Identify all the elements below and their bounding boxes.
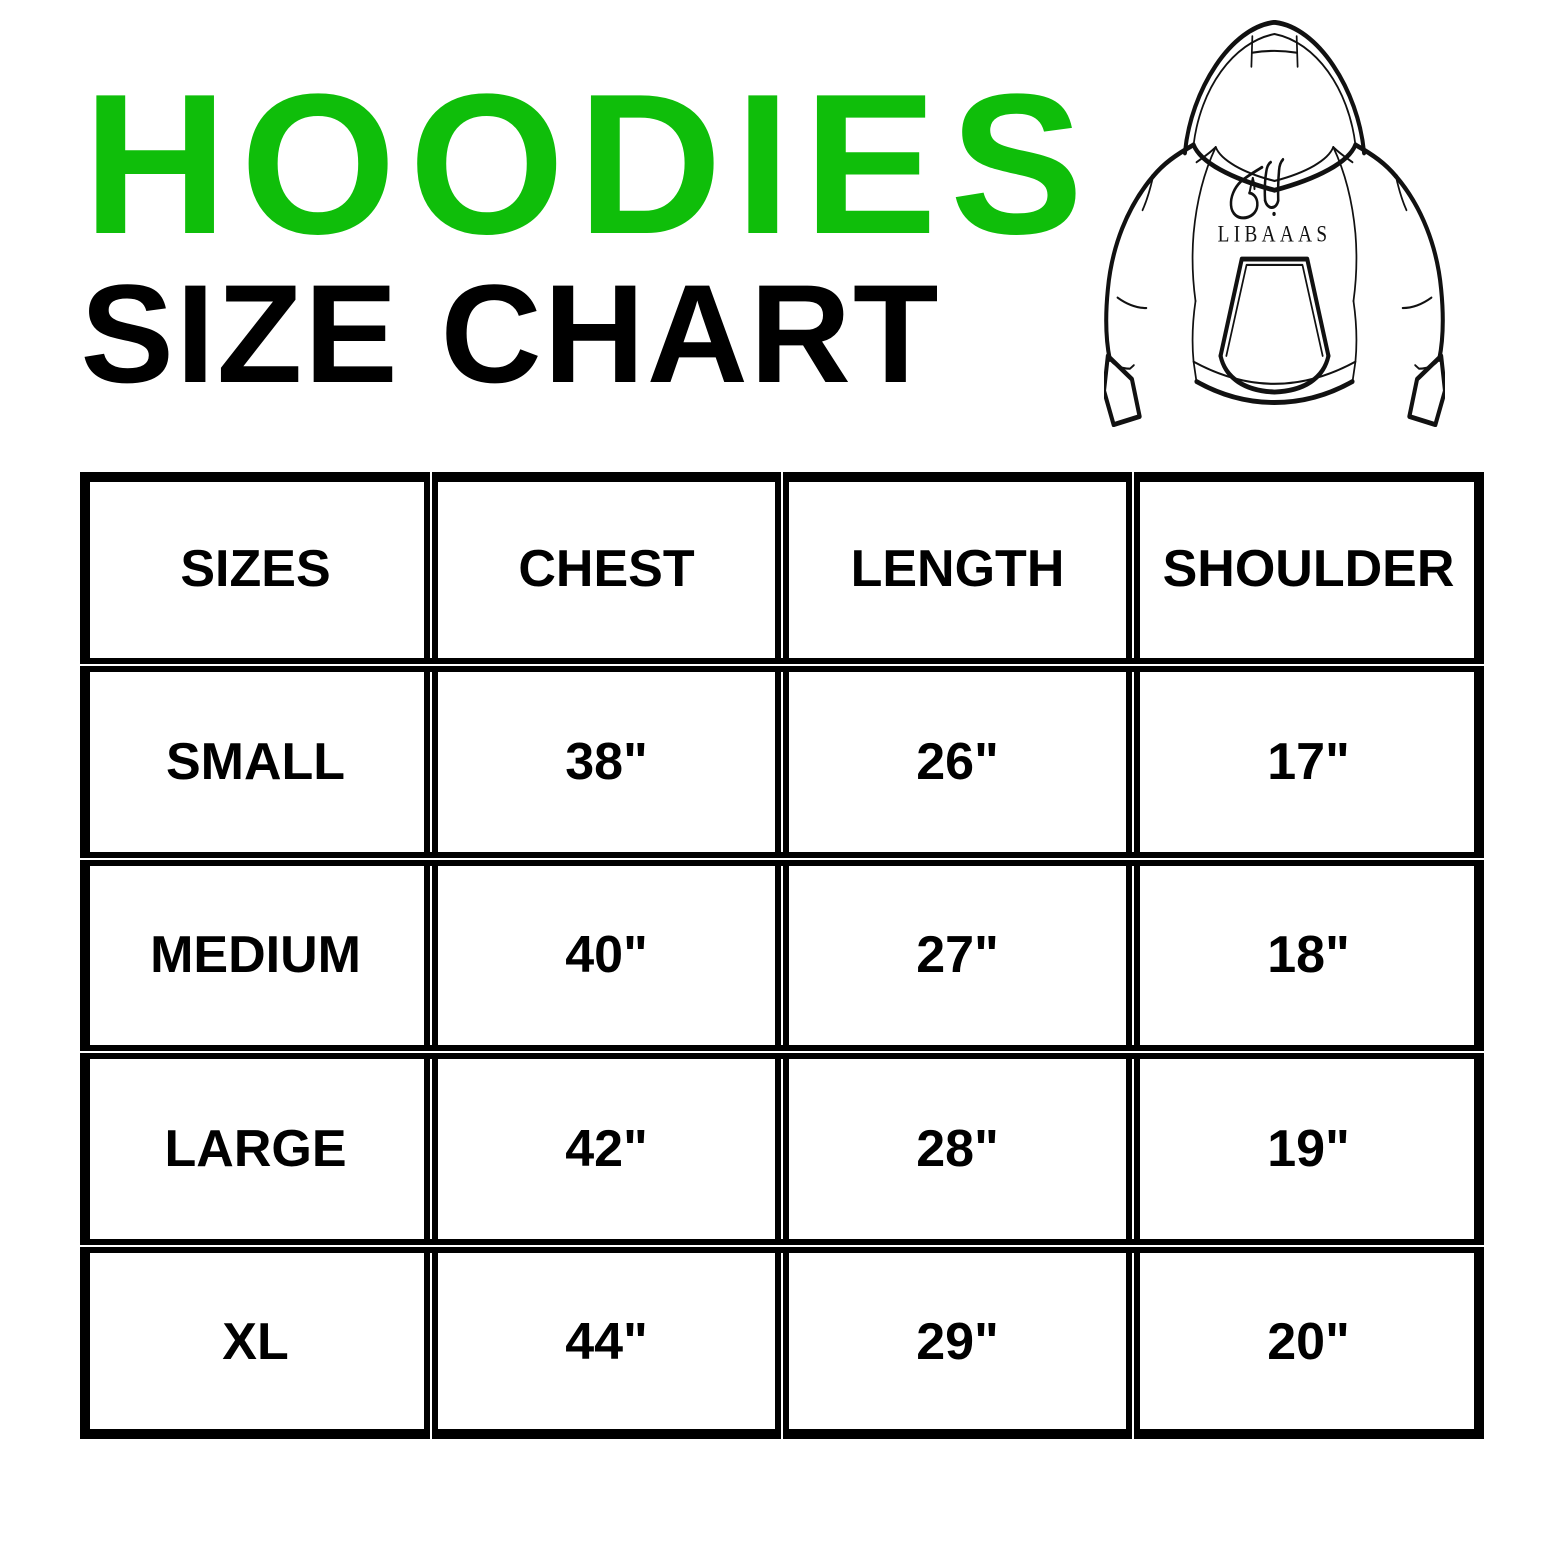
svg-text:LIBAAAS: LIBAAAS [1218, 221, 1332, 247]
